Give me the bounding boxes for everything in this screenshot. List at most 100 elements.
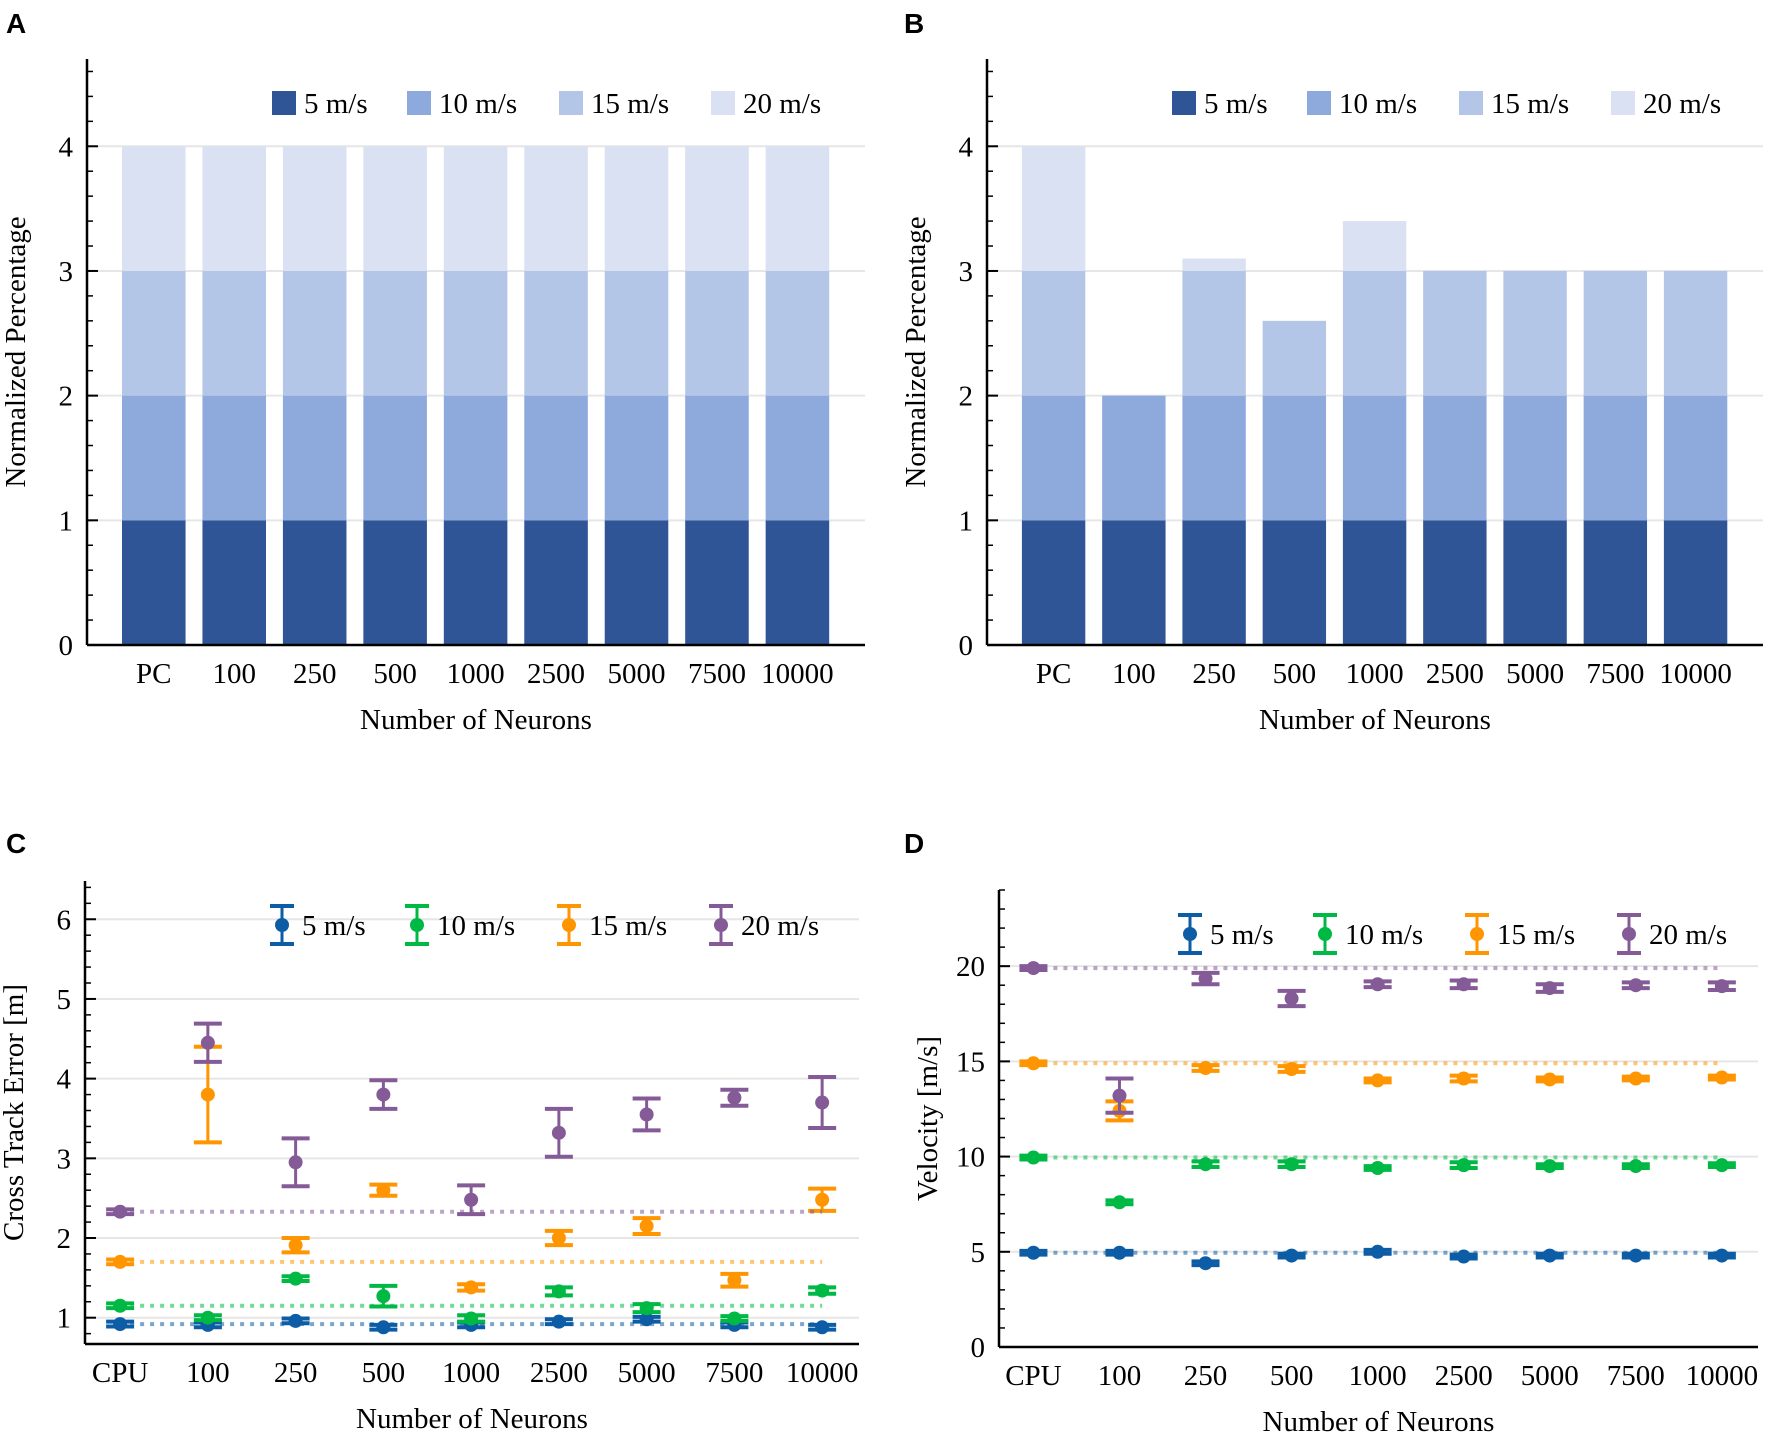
data-point — [1026, 1150, 1041, 1165]
data-point — [1714, 979, 1729, 994]
error-point — [720, 1311, 749, 1326]
bar-500-5ms — [1262, 520, 1327, 645]
error-point — [1707, 979, 1736, 994]
x-tick-label: 250 — [1184, 1360, 1228, 1392]
bar-7500-15ms — [685, 270, 749, 396]
error-point — [1105, 1245, 1134, 1260]
error-point — [369, 1283, 398, 1309]
error-point — [1019, 1056, 1048, 1071]
error-point — [1019, 961, 1048, 976]
x-axis-label: Number of Neurons — [360, 704, 592, 736]
error-point — [1277, 988, 1306, 1009]
bar-5000-5ms — [604, 520, 669, 645]
data-point — [1112, 1195, 1127, 1210]
chart-a: 0 1 2 3 4 PC 100 250 500 1000 2500 5000 7500 10000 Num… — [0, 59, 865, 736]
legend-label: 10 m/s — [1339, 88, 1417, 120]
y-axis-label: Normalized Percentage — [0, 216, 32, 487]
y-tick-label: 1 — [57, 1303, 72, 1335]
bar-7500-5ms — [1583, 520, 1648, 645]
bar-1000-15ms — [1342, 270, 1407, 396]
error-point — [457, 1280, 486, 1295]
data-point — [727, 1311, 742, 1326]
x-tick-label: 500 — [362, 1357, 406, 1389]
error-point — [632, 1096, 661, 1133]
error-point — [281, 1136, 310, 1189]
legend-label: 10 m/s — [437, 910, 515, 942]
bar-250-5ms — [1182, 520, 1246, 645]
bar-1000-20ms — [1342, 221, 1407, 271]
error-point — [544, 1228, 573, 1248]
x-tick-label: 10000 — [1686, 1360, 1759, 1392]
bar-5000-10ms — [604, 395, 669, 521]
data-point — [1456, 977, 1471, 992]
error-point — [106, 1254, 135, 1269]
bar-10000-10ms — [765, 395, 830, 521]
x-tick-label: 10000 — [761, 658, 834, 690]
x-tick-label: 250 — [274, 1357, 318, 1389]
x-tick-label: 2500 — [1426, 658, 1484, 690]
bar-500-10ms — [1262, 395, 1327, 521]
bar-2500-20ms — [524, 146, 588, 271]
data-point — [1628, 1159, 1643, 1174]
error-point — [1449, 977, 1478, 992]
data-point — [1284, 1157, 1299, 1172]
error-point — [1019, 1245, 1048, 1260]
data-point — [1112, 1088, 1127, 1103]
bar-250-20ms — [1182, 258, 1246, 271]
error-point — [808, 1075, 837, 1131]
bar-2500-15ms — [1423, 270, 1487, 396]
bar-100-10ms — [202, 395, 267, 521]
error-point — [457, 1311, 486, 1326]
error-point — [1363, 1244, 1392, 1259]
error-point — [808, 1320, 837, 1335]
x-tick-label: 100 — [212, 658, 256, 690]
error-point — [1621, 1159, 1650, 1174]
legend-marker — [1470, 927, 1484, 941]
y-tick-label: 4 — [959, 131, 974, 163]
panel-label-d: D — [904, 828, 925, 859]
bar-PC-20ms — [1021, 146, 1086, 271]
data-point — [1370, 1073, 1385, 1088]
error-point — [1535, 1248, 1564, 1263]
bar-100-15ms — [202, 270, 267, 396]
legend-label: 10 m/s — [439, 88, 517, 120]
x-tick-label: 2500 — [527, 658, 585, 690]
error-point — [1019, 1150, 1048, 1165]
bar-1000-5ms — [443, 520, 508, 645]
bar-2500-10ms — [524, 395, 588, 521]
y-tick-label: 0 — [971, 1332, 986, 1364]
data-point — [1284, 991, 1299, 1006]
legend-label: 5 m/s — [304, 88, 368, 120]
data-point — [727, 1090, 742, 1105]
data-point — [1714, 1070, 1729, 1085]
bar-10000-20ms — [765, 146, 830, 271]
data-point — [200, 1087, 215, 1102]
bar-2500-15ms — [524, 270, 588, 396]
legend-swatch — [559, 91, 583, 115]
error-point — [1707, 1070, 1736, 1085]
y-tick-label: 2 — [959, 381, 974, 413]
error-point — [720, 1087, 749, 1108]
error-point — [1535, 981, 1564, 996]
bar-500-10ms — [363, 395, 427, 521]
x-tick-label: 500 — [373, 658, 417, 690]
bar-100-5ms — [202, 520, 267, 645]
bar-PC-5ms — [121, 520, 186, 645]
data-point — [551, 1314, 566, 1329]
bar-1000-5ms — [1342, 520, 1407, 645]
x-tick-label: PC — [136, 658, 171, 690]
data-point — [288, 1238, 303, 1253]
error-point — [808, 1283, 837, 1298]
data-point — [1026, 961, 1041, 976]
y-tick-label: 5 — [57, 984, 72, 1016]
error-point — [106, 1317, 135, 1332]
legend-label: 20 m/s — [743, 88, 821, 120]
data-point — [1628, 1071, 1643, 1086]
x-tick-label: 500 — [1270, 1360, 1314, 1392]
legend-label: 20 m/s — [1649, 919, 1727, 951]
x-axis-label: Number of Neurons — [1259, 704, 1491, 736]
x-tick-label: 250 — [1192, 658, 1236, 690]
data-point — [1370, 977, 1385, 992]
